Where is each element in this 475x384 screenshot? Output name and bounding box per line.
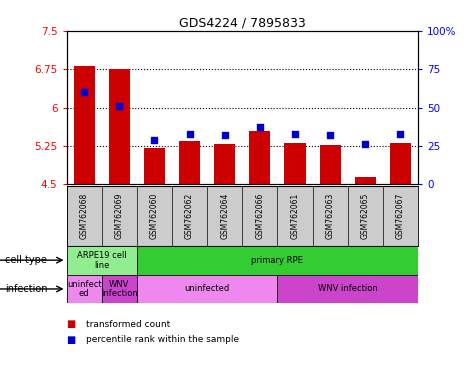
Text: GSM762060: GSM762060 [150, 193, 159, 239]
Point [397, 131, 404, 137]
Bar [144, 149, 165, 184]
Text: transformed count: transformed count [86, 320, 170, 329]
Text: WNV infection: WNV infection [318, 285, 378, 293]
Text: primary RPE: primary RPE [251, 256, 304, 265]
Text: GSM762063: GSM762063 [326, 193, 334, 239]
Point [151, 137, 158, 143]
Point [186, 131, 193, 137]
Text: GSM762066: GSM762066 [256, 193, 264, 239]
Bar [109, 69, 130, 184]
Bar [179, 141, 200, 184]
Text: ARPE19 cell
line: ARPE19 cell line [77, 251, 126, 270]
Point [221, 132, 228, 138]
Bar [277, 275, 418, 303]
Text: GSM762068: GSM762068 [80, 193, 88, 239]
Bar [137, 246, 418, 275]
Point [115, 103, 123, 109]
Bar [390, 143, 411, 184]
Bar [66, 246, 137, 275]
Bar [102, 275, 137, 303]
Text: uninfect
ed: uninfect ed [67, 280, 101, 298]
Text: infection: infection [5, 284, 47, 294]
Text: GSM762061: GSM762061 [291, 193, 299, 239]
Text: cell type: cell type [5, 255, 47, 265]
Point [326, 132, 334, 138]
Point [291, 131, 299, 137]
Point [256, 124, 264, 131]
Bar [74, 66, 95, 184]
Text: GSM762064: GSM762064 [220, 193, 229, 239]
Text: uninfected: uninfected [184, 285, 230, 293]
Bar [285, 143, 305, 184]
Title: GDS4224 / 7895833: GDS4224 / 7895833 [179, 17, 305, 30]
Point [361, 141, 369, 147]
Bar [214, 144, 235, 184]
Text: percentile rank within the sample: percentile rank within the sample [86, 335, 238, 344]
Bar [320, 145, 341, 184]
Bar [137, 275, 277, 303]
Text: GSM762067: GSM762067 [396, 193, 405, 239]
Text: ■: ■ [66, 335, 76, 345]
Text: WNV
infection: WNV infection [101, 280, 138, 298]
Text: ■: ■ [66, 319, 76, 329]
Bar [249, 131, 270, 184]
Text: GSM762069: GSM762069 [115, 193, 124, 239]
Text: GSM762062: GSM762062 [185, 193, 194, 239]
Bar [355, 177, 376, 184]
Point [80, 89, 88, 95]
Text: GSM762065: GSM762065 [361, 193, 370, 239]
Bar [66, 275, 102, 303]
